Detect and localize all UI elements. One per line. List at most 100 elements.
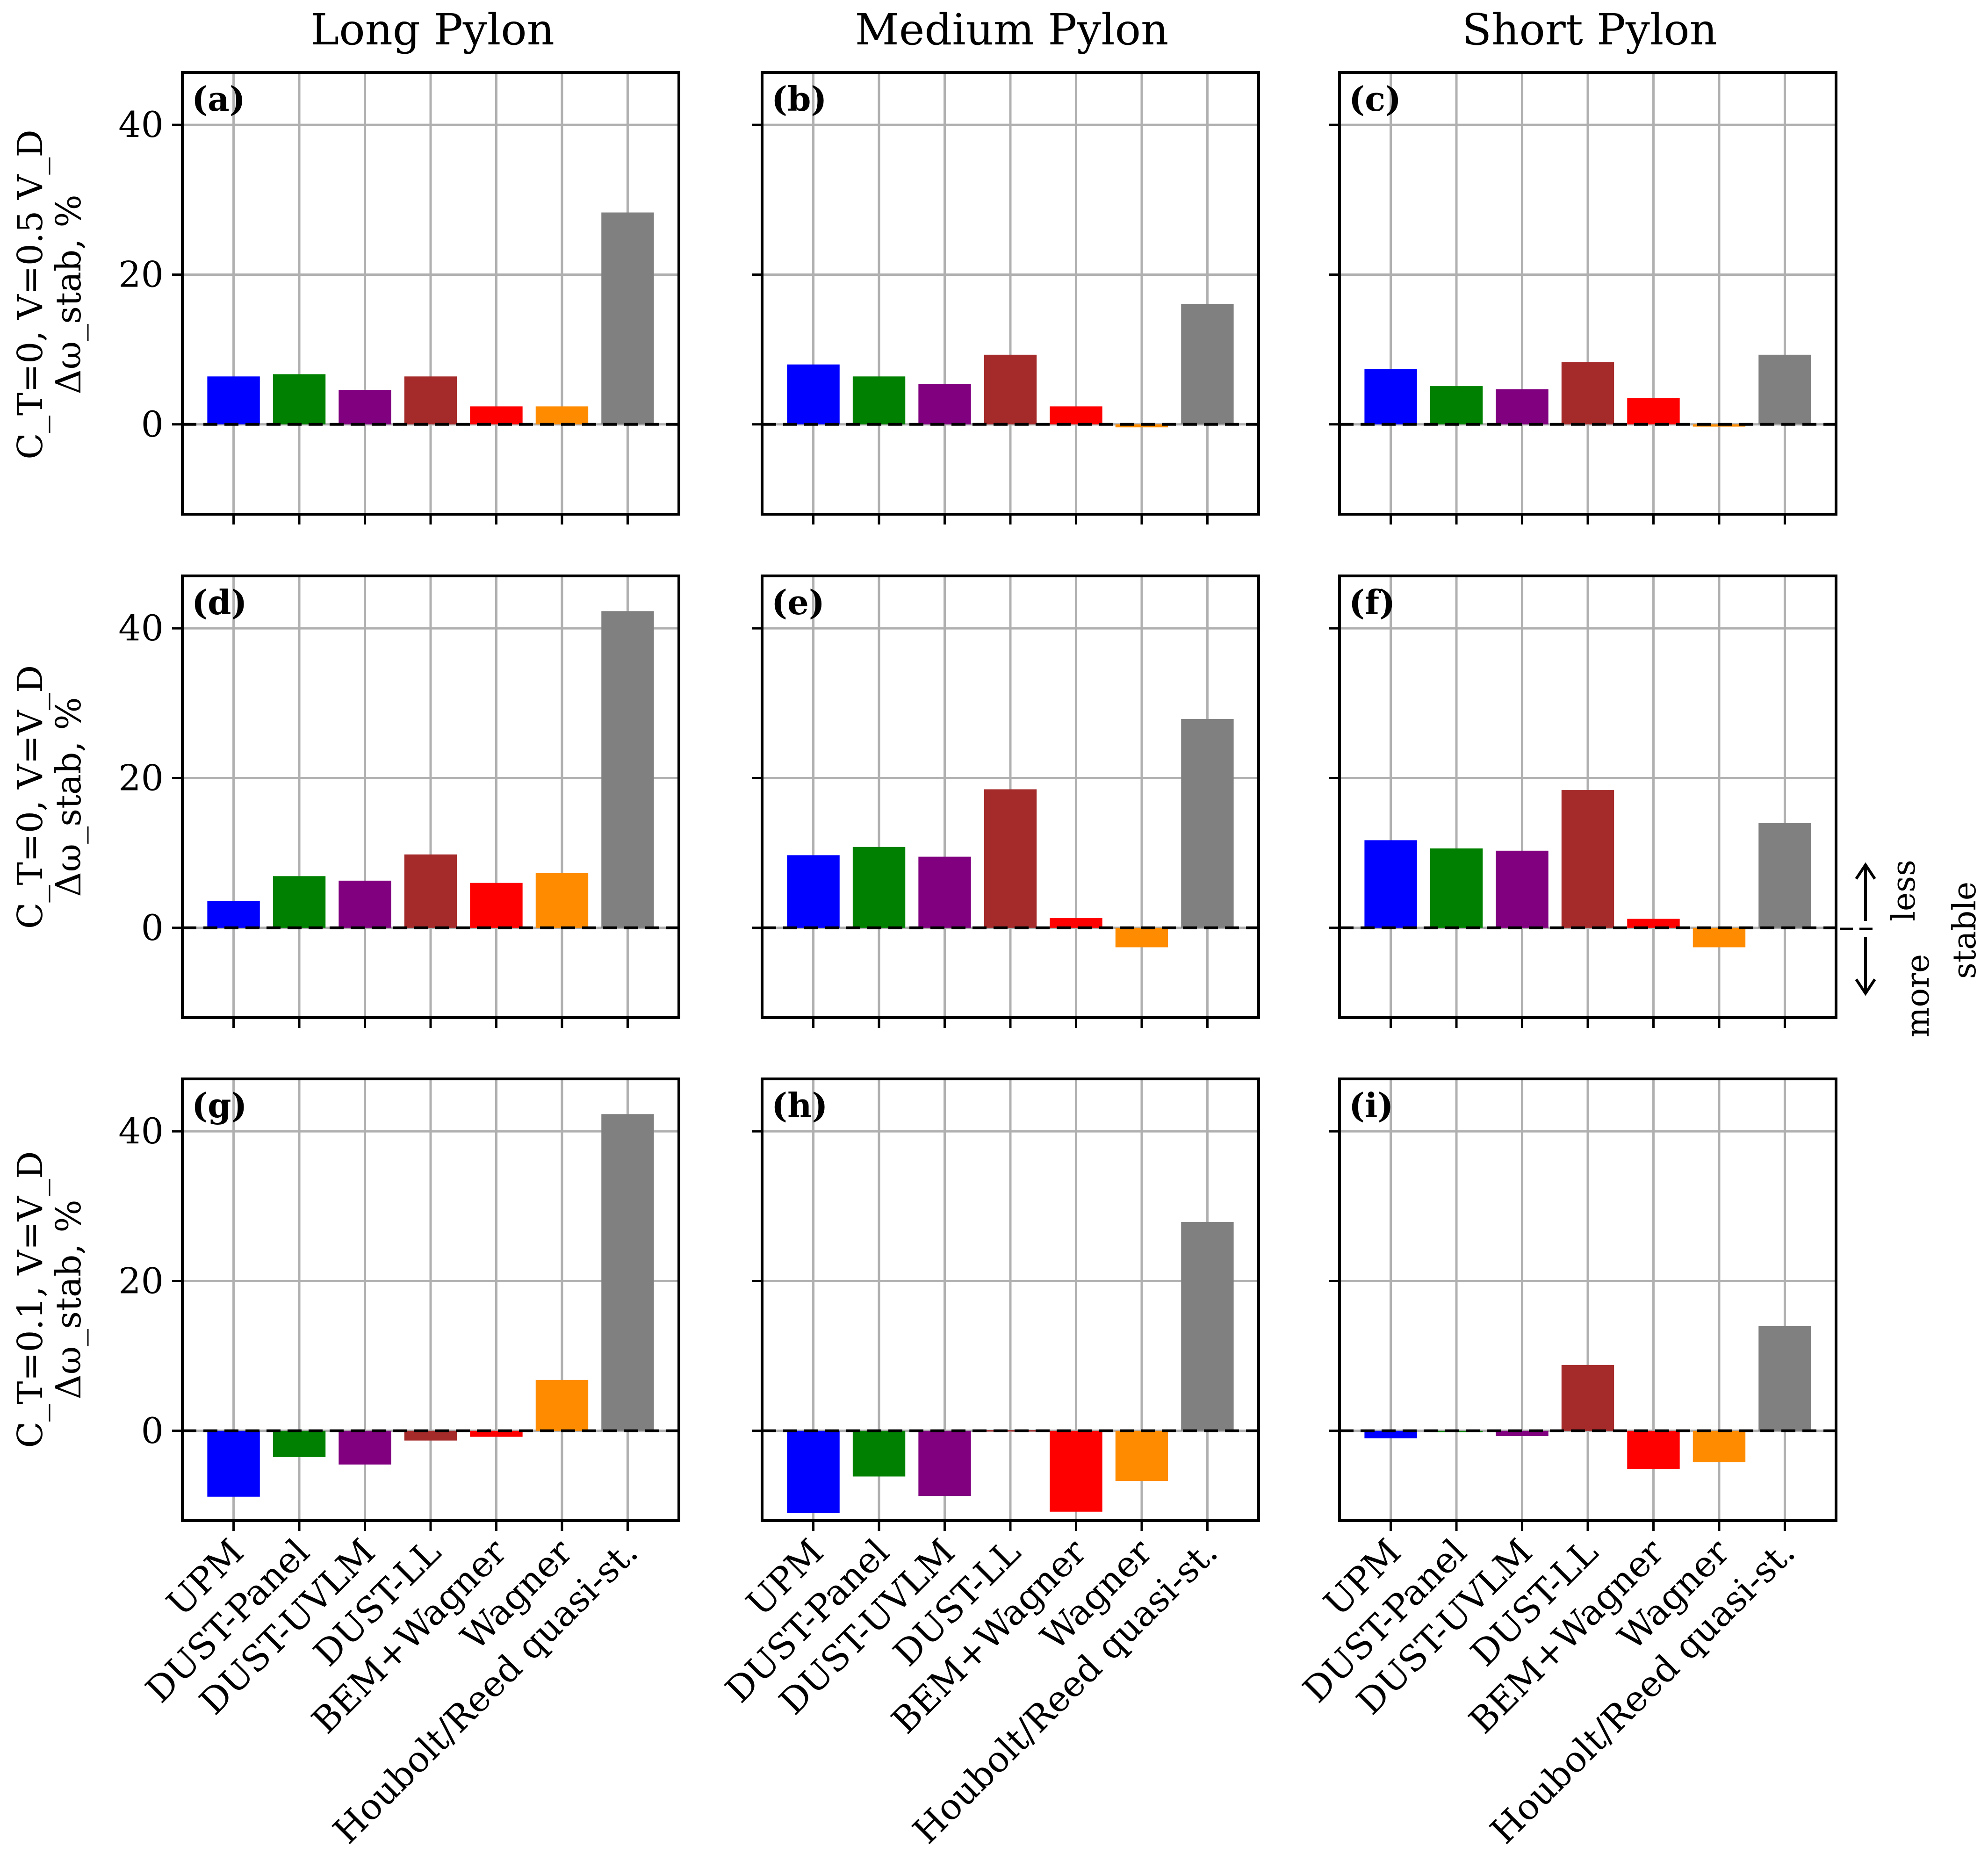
bar-dust-panel xyxy=(273,374,326,424)
bar-bem-wagner xyxy=(1050,918,1102,928)
svg-text:Δω_stab, %: Δω_stab, % xyxy=(49,697,89,897)
bar-dust-ll xyxy=(404,1430,457,1441)
less-stable-arrowhead xyxy=(1855,862,1876,880)
ytick-label: 20 xyxy=(118,757,164,798)
bar-houbolt-reed-quasi-st- xyxy=(601,1114,654,1431)
panel-c: (c) xyxy=(1329,71,1837,524)
ytick-label: 0 xyxy=(141,403,164,445)
bar-dust-uvlm xyxy=(339,1430,391,1465)
bar-dust-uvlm xyxy=(1496,850,1549,928)
bar-dust-ll xyxy=(984,1430,1037,1432)
bar-bem-wagner xyxy=(1627,919,1680,928)
bars-g xyxy=(207,1114,654,1497)
ytick-label: 40 xyxy=(118,607,164,649)
panel-label: (a) xyxy=(192,79,245,119)
bar-wagner xyxy=(1693,927,1746,948)
bar-houbolt-reed-quasi-st- xyxy=(1758,354,1811,424)
panel-label: (e) xyxy=(771,582,825,622)
bar-wagner xyxy=(1115,1430,1168,1481)
bar-dust-uvlm xyxy=(918,384,971,424)
bar-wagner xyxy=(1115,424,1168,428)
panel-label: (c) xyxy=(1349,79,1401,119)
bar-upm xyxy=(1364,1430,1417,1438)
bar-upm xyxy=(1364,840,1417,928)
bar-upm xyxy=(207,376,260,424)
svg-text:Δω_stab, %: Δω_stab, % xyxy=(49,1200,89,1399)
ytick-label: 0 xyxy=(141,1410,164,1451)
bar-dust-ll xyxy=(1561,1365,1614,1431)
bar-bem-wagner xyxy=(1050,406,1102,424)
row-ylabel-3: C_T=0.1, V=V_D Δω_stab, % xyxy=(10,1151,89,1448)
ytick-label: 0 xyxy=(141,907,164,948)
bars-b xyxy=(787,303,1234,428)
column-title-short: Short Pylon xyxy=(1462,5,1717,55)
bar-dust-uvlm xyxy=(339,880,391,928)
bar-houbolt-reed-quasi-st- xyxy=(601,611,654,928)
bar-dust-ll xyxy=(1561,362,1614,424)
bar-dust-panel xyxy=(1430,386,1483,424)
panel-label: (i) xyxy=(1349,1085,1393,1125)
bars-h xyxy=(787,1221,1234,1513)
stability-annotation: less more stable xyxy=(1840,860,1983,1037)
bar-wagner xyxy=(535,873,589,928)
panel-b: (b) xyxy=(752,71,1260,524)
bar-dust-panel xyxy=(852,847,906,928)
bars-a xyxy=(207,212,654,424)
more-stable-arrowhead xyxy=(1855,978,1876,996)
bars-e xyxy=(787,718,1234,948)
bar-dust-panel xyxy=(852,376,906,424)
bars-f xyxy=(1364,790,1811,948)
bar-houbolt-reed-quasi-st- xyxy=(601,212,654,424)
bar-dust-uvlm xyxy=(339,390,391,424)
bar-dust-panel xyxy=(273,1430,326,1457)
panel-a: 0 20 40 (a) xyxy=(118,71,680,524)
column-title-medium: Medium Pylon xyxy=(855,5,1169,55)
bar-dust-uvlm xyxy=(918,856,971,928)
bar-houbolt-reed-quasi-st- xyxy=(1758,823,1811,928)
bar-upm xyxy=(787,1430,840,1513)
bar-dust-panel xyxy=(852,1430,906,1477)
bar-houbolt-reed-quasi-st- xyxy=(1181,303,1234,424)
bar-dust-ll xyxy=(404,854,457,928)
bar-upm xyxy=(207,1430,260,1497)
bars-d xyxy=(207,611,654,928)
bar-wagner xyxy=(535,1379,589,1431)
bar-wagner xyxy=(535,406,589,424)
bar-houbolt-reed-quasi-st- xyxy=(1758,1326,1811,1431)
svg-text:C_T=0, V=0.5 V_D: C_T=0, V=0.5 V_D xyxy=(10,129,50,460)
bar-bem-wagner xyxy=(470,1430,523,1437)
bar-bem-wagner xyxy=(470,406,523,424)
panel-e: (e) xyxy=(752,575,1260,1028)
label-stable: stable xyxy=(1946,882,1983,979)
bar-dust-ll xyxy=(404,376,457,424)
bar-upm xyxy=(207,901,260,928)
panel-label: (f) xyxy=(1349,582,1395,622)
bar-dust-uvlm xyxy=(1496,1430,1549,1437)
label-more: more xyxy=(1900,954,1937,1037)
row-ylabel-1: C_T=0, V=0.5 V_D Δω_stab, % xyxy=(10,129,89,460)
bar-houbolt-reed-quasi-st- xyxy=(1181,718,1234,928)
ytick-label: 40 xyxy=(118,104,164,145)
svg-text:C_T=0, V=V_D: C_T=0, V=V_D xyxy=(10,665,50,929)
column-title-long: Long Pylon xyxy=(310,5,555,55)
ytick-label: 20 xyxy=(118,253,164,295)
panel-label: (b) xyxy=(771,79,827,119)
panel-f: (f) xyxy=(1329,575,1837,1028)
bar-houbolt-reed-quasi-st- xyxy=(1181,1221,1234,1431)
bar-dust-ll xyxy=(984,789,1037,928)
panel-label: (g) xyxy=(192,1085,247,1125)
panel-label: (d) xyxy=(192,582,247,622)
bar-dust-ll xyxy=(1561,790,1614,928)
bar-dust-panel xyxy=(273,876,326,928)
bar-wagner xyxy=(1115,927,1168,948)
bar-dust-panel xyxy=(1430,848,1483,928)
svg-text:C_T=0.1, V=V_D: C_T=0.1, V=V_D xyxy=(10,1151,50,1448)
bar-bem-wagner xyxy=(1627,398,1680,424)
bar-dust-ll xyxy=(984,354,1037,424)
bar-upm xyxy=(787,855,840,928)
bar-upm xyxy=(787,364,840,424)
ytick-label: 20 xyxy=(118,1260,164,1301)
row-ylabel-2: C_T=0, V=V_D Δω_stab, % xyxy=(10,665,89,929)
bars-i xyxy=(1364,1326,1811,1469)
